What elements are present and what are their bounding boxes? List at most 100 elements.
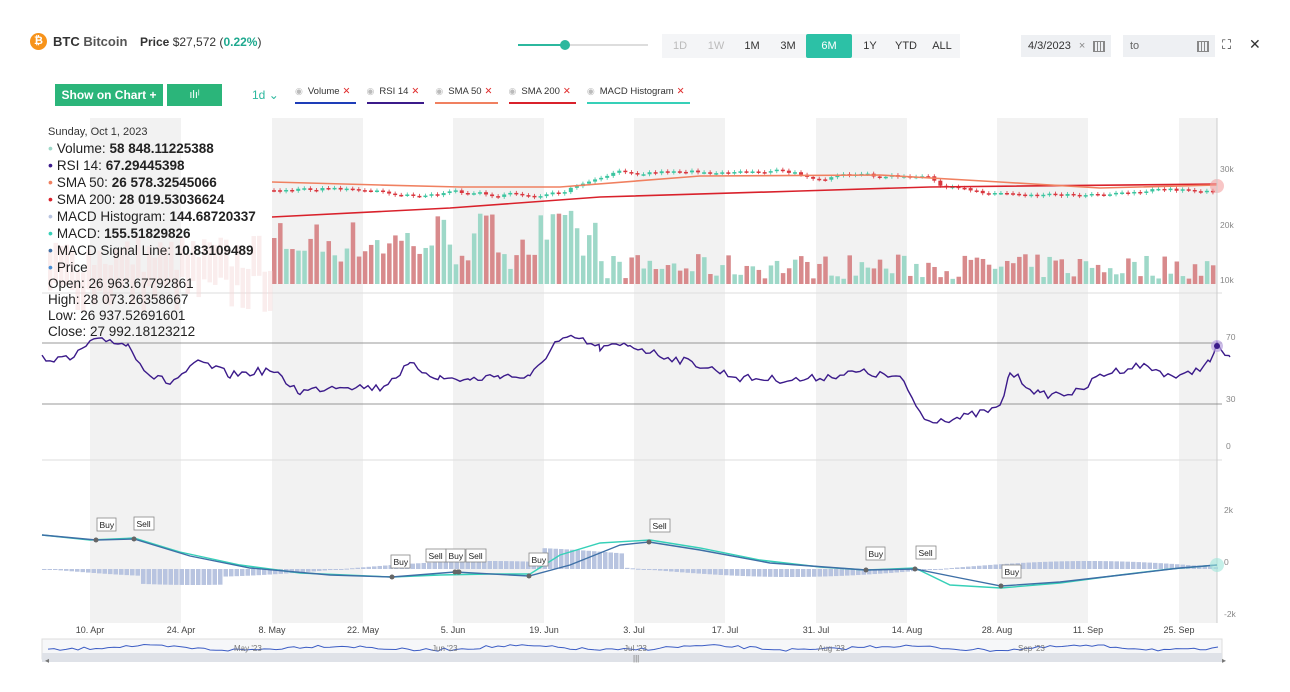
eye-icon[interactable]: ◉ xyxy=(586,86,595,96)
tooltip-line-label: SMA 50: xyxy=(56,175,108,190)
range-1d-button[interactable]: 1D xyxy=(672,40,688,52)
remove-indicator-icon[interactable]: ✕ xyxy=(562,86,571,97)
macd-histogram-bar xyxy=(135,569,140,576)
volume-bar xyxy=(1114,274,1119,284)
volume-bar xyxy=(86,249,91,290)
range-6m-button[interactable]: 6M xyxy=(806,34,852,58)
to-date-field[interactable]: to xyxy=(1123,35,1215,57)
macd-histogram-bar xyxy=(1142,562,1147,569)
macd-histogram-bar xyxy=(564,549,569,569)
fullscreen-icon[interactable]: ⛶ xyxy=(1222,37,1232,52)
range-3m-button[interactable]: 3M xyxy=(780,40,796,52)
macd-histogram-bar xyxy=(64,569,69,571)
macd-histogram-bar xyxy=(751,569,756,577)
macd-histogram-bar xyxy=(1087,561,1092,569)
range-1w-button[interactable]: 1W xyxy=(707,40,725,52)
series-dot-icon: • xyxy=(48,157,53,173)
tooltip-high: High: 28 073.26358667 xyxy=(48,292,189,307)
volume-bar xyxy=(623,278,628,284)
volume-bar xyxy=(641,268,647,284)
macd-histogram-bar xyxy=(548,548,553,569)
signal-flag xyxy=(96,517,117,532)
remove-indicator-icon[interactable]: ✕ xyxy=(676,86,685,97)
range-all-button[interactable]: ALL xyxy=(932,40,952,52)
candle-body xyxy=(799,172,804,175)
candle-body xyxy=(568,187,573,193)
candle-body xyxy=(350,188,355,191)
interval-dropdown[interactable]: 1d ⌄ xyxy=(252,88,279,102)
volume-bar xyxy=(1065,273,1071,284)
volume-bar xyxy=(108,265,113,306)
calendar-icon[interactable] xyxy=(1197,41,1209,52)
volume-bar xyxy=(1126,258,1131,284)
zoom-slider-track[interactable] xyxy=(518,44,648,46)
volume-bar xyxy=(859,262,865,284)
tooltip-line-value: 26 578.32545066 xyxy=(111,175,217,190)
range-1m-button[interactable]: 1M xyxy=(744,40,760,52)
candle-body xyxy=(1150,189,1155,192)
macd-axis-label: 0 xyxy=(1224,557,1229,567)
macd-histogram-bar xyxy=(944,568,949,570)
volume-bar xyxy=(920,277,925,284)
clear-date-icon[interactable]: × xyxy=(1078,40,1086,52)
coin-symbol: BTC xyxy=(53,34,80,49)
price-axis-label: 10k xyxy=(1220,275,1234,285)
volume-bar xyxy=(447,244,453,284)
candle-body xyxy=(502,194,507,197)
remove-indicator-icon[interactable]: ✕ xyxy=(484,86,493,97)
eye-icon[interactable]: ◉ xyxy=(435,86,444,96)
macd-histogram-bar xyxy=(630,568,635,570)
eye-icon[interactable]: ◉ xyxy=(366,86,375,96)
macd-histogram-bar xyxy=(949,567,954,569)
remove-indicator-icon[interactable]: ✕ xyxy=(342,86,351,97)
signal-point xyxy=(526,573,532,579)
volume-bar xyxy=(246,268,251,309)
signal-point xyxy=(998,583,1004,589)
show-on-chart-button[interactable]: Show on Chart + xyxy=(55,84,163,106)
candle-body xyxy=(726,172,731,174)
indicator-tag[interactable]: ◉ RSI 14 ✕ xyxy=(366,86,425,104)
volume-bar xyxy=(1210,265,1216,284)
eye-icon[interactable]: ◉ xyxy=(508,86,517,96)
range-1y-button[interactable]: 1Y xyxy=(863,40,877,52)
volume-bar xyxy=(1180,276,1186,284)
indicator-tag[interactable]: ◉ Volume ✕ xyxy=(295,86,356,104)
volume-bar xyxy=(125,241,130,282)
indicators-button[interactable]: ılıˡ xyxy=(167,84,222,106)
macd-histogram-bar xyxy=(850,569,855,576)
navigator-line xyxy=(47,643,1219,652)
indicator-tag[interactable]: ◉ MACD Histogram ✕ xyxy=(586,86,690,104)
candle-body xyxy=(1035,194,1040,197)
volume-bar xyxy=(738,274,743,284)
macd-histogram-bar xyxy=(553,548,558,569)
volume-bar xyxy=(290,249,295,284)
macd-histogram-bar xyxy=(113,569,118,575)
macd-histogram-bar xyxy=(355,567,360,569)
signal-label: Sell xyxy=(469,551,483,561)
candle-body xyxy=(689,170,694,173)
volume-bar xyxy=(1023,254,1028,284)
zoom-slider-handle[interactable] xyxy=(560,40,570,50)
volume-bar xyxy=(508,268,513,284)
indicator-tag[interactable]: ◉ SMA 200 ✕ xyxy=(508,86,576,104)
candle-body xyxy=(677,171,682,173)
volume-bar xyxy=(224,239,229,280)
range-ytd-button[interactable]: YTD xyxy=(895,40,917,52)
volume-bar xyxy=(992,268,998,284)
volume-bar xyxy=(59,245,64,286)
volume-bar xyxy=(411,246,416,284)
signal-flag xyxy=(465,548,487,563)
remove-indicator-icon[interactable]: ✕ xyxy=(411,86,420,97)
close-icon[interactable]: ✕ xyxy=(1249,36,1261,52)
volume-bar xyxy=(251,236,256,277)
volume-bar xyxy=(708,274,713,284)
calendar-icon[interactable] xyxy=(1093,41,1105,52)
eye-icon[interactable]: ◉ xyxy=(295,86,303,96)
macd-histogram-bar xyxy=(207,569,212,585)
indicator-tag[interactable]: ◉ SMA 50 ✕ xyxy=(435,86,498,104)
from-date-field[interactable]: 4/3/2023 × xyxy=(1021,35,1111,57)
candle-body xyxy=(550,192,555,195)
volume-bar xyxy=(314,224,319,284)
indicator-label: Volume xyxy=(307,86,340,97)
